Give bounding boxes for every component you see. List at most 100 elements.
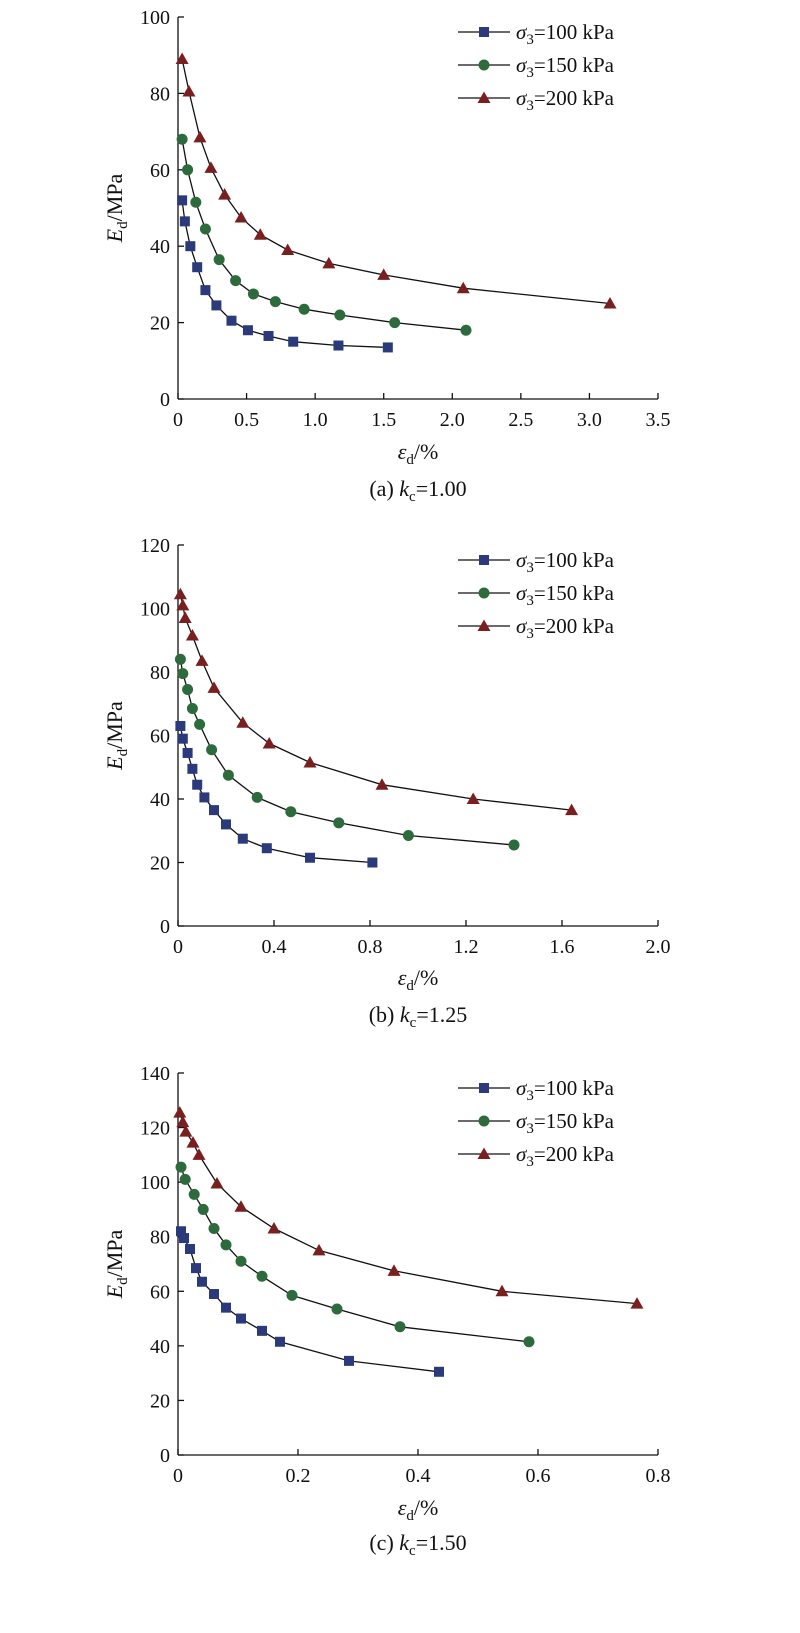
series-triangle [175, 52, 617, 309]
x-tick-label: 0 [173, 936, 183, 958]
y-tick-label: 140 [140, 1063, 170, 1085]
x-tick-label: 0.8 [646, 1465, 671, 1487]
data-point [173, 587, 187, 600]
data-point [312, 1243, 326, 1256]
data-point [200, 285, 211, 296]
x-tick-label: 1.5 [371, 409, 396, 431]
chart-panel-2: 0 0.4 0.8 1.2 1.6 2.0 0 20 40 60 80 100 120 Ed/MPa εd/… [102, 535, 671, 1031]
legend-item: σ3=200 kPa [458, 614, 615, 642]
x-tick-label: 2.0 [646, 936, 671, 958]
data-point [221, 1302, 231, 1313]
data-point [298, 303, 310, 315]
legend-item: σ3=100 kPa [458, 20, 615, 48]
data-point [375, 778, 389, 790]
data-point [186, 703, 198, 715]
data-point [456, 281, 470, 294]
data-point [226, 315, 237, 326]
data-point [193, 130, 207, 143]
data-point [322, 256, 336, 269]
data-point [389, 317, 401, 329]
legend-marker [479, 1083, 489, 1093]
data-point [199, 223, 211, 235]
data-point [185, 1243, 195, 1254]
data-point [434, 1366, 444, 1377]
data-point [175, 720, 186, 731]
data-point [221, 819, 231, 830]
data-point [178, 611, 192, 624]
data-point [222, 769, 234, 781]
data-point [402, 830, 414, 842]
data-point [176, 133, 188, 145]
data-point [281, 243, 295, 256]
data-point [182, 683, 194, 695]
data-point [267, 1222, 281, 1234]
legend-item: σ3=150 kPa [458, 1109, 615, 1137]
data-point [195, 654, 209, 666]
data-point [179, 1125, 193, 1137]
legend-item: σ3=100 kPa [458, 548, 615, 576]
x-tick-label: 3.5 [646, 409, 671, 431]
panel-caption: (b) kc=1.25 [369, 1002, 468, 1031]
data-point [211, 300, 222, 311]
x-tick-label: 0.4 [406, 1465, 431, 1487]
data-point [208, 1223, 220, 1235]
legend-label: σ3=100 kPa [516, 1076, 615, 1104]
data-point [288, 336, 299, 347]
series-line [179, 659, 515, 846]
data-point [187, 763, 198, 774]
data-point [206, 744, 218, 756]
data-point [194, 718, 206, 730]
legend-item: σ3=200 kPa [458, 1142, 615, 1170]
data-point [185, 241, 196, 252]
data-point [247, 288, 259, 300]
data-point [256, 1270, 268, 1282]
data-point [173, 1106, 187, 1118]
data-point [177, 668, 189, 680]
data-point [334, 309, 346, 321]
x-tick-label: 1.6 [550, 936, 575, 958]
data-point [218, 188, 232, 200]
data-point [333, 817, 345, 829]
data-point [603, 297, 617, 309]
series-square [177, 195, 393, 353]
data-point [192, 779, 203, 790]
data-point [176, 598, 190, 611]
data-point [177, 195, 188, 206]
data-point [175, 1161, 187, 1173]
data-point [630, 1297, 644, 1309]
y-tick-label: 100 [140, 599, 170, 621]
legend-marker [477, 1147, 491, 1159]
legend-item: σ3=200 kPa [458, 86, 615, 114]
series-triangle [173, 587, 579, 816]
data-point [333, 340, 344, 351]
data-point [495, 1284, 509, 1297]
legend-marker [477, 619, 491, 631]
data-point [192, 1148, 206, 1160]
legend: σ3=100 kPa σ3=150 kPa σ3=200 kPa [458, 1076, 615, 1170]
data-point [182, 84, 196, 97]
data-point [175, 52, 189, 65]
x-tick-label: 2.5 [508, 409, 533, 431]
data-point [262, 736, 276, 749]
y-tick-label: 40 [150, 236, 170, 258]
y-tick-label: 0 [160, 1445, 170, 1467]
panel-caption: (c) kc=1.50 [369, 1530, 466, 1559]
y-tick-label: 80 [150, 83, 170, 105]
data-point [210, 1177, 224, 1189]
data-point [230, 275, 242, 287]
data-point [251, 791, 263, 803]
data-point [237, 833, 248, 844]
x-tick-label: 0.4 [262, 936, 287, 958]
y-tick-label: 80 [150, 1227, 170, 1249]
y-tick-label: 60 [150, 726, 170, 748]
data-point [190, 196, 202, 208]
data-point [186, 1136, 200, 1148]
data-point [387, 1264, 401, 1276]
data-point [185, 628, 199, 641]
x-axis-title: εd/% [398, 965, 439, 994]
data-point [394, 1321, 406, 1333]
data-point [182, 747, 193, 758]
legend-label: σ3=100 kPa [516, 548, 615, 576]
data-point [269, 296, 281, 308]
